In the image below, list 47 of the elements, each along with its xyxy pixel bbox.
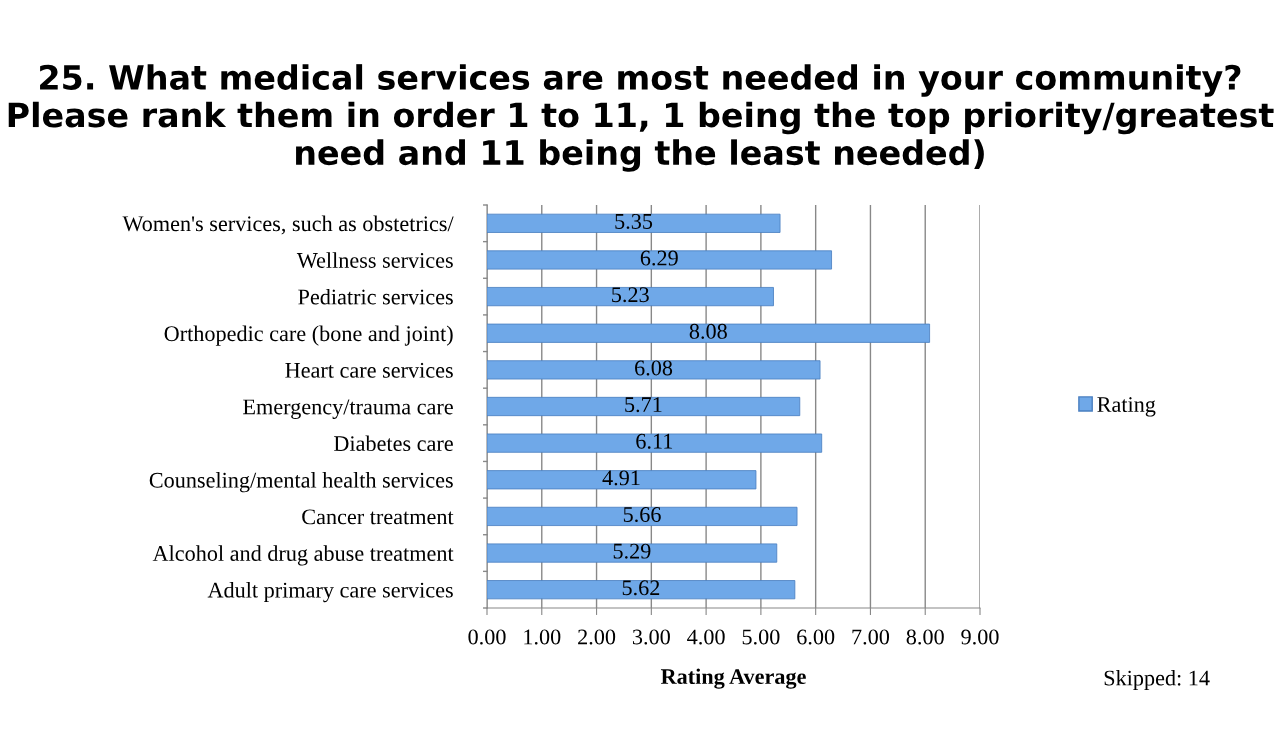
y-tick-label: Diabetes care: [334, 435, 453, 452]
x-tick-label: 4.00: [687, 629, 725, 645]
data-label: 4.91: [602, 470, 640, 486]
x-tick-label: 2.00: [578, 629, 616, 645]
data-label: 6.11: [636, 433, 673, 449]
legend-label: Rating: [1097, 397, 1156, 417]
data-label: 5.71: [625, 397, 662, 413]
bar: [487, 470, 757, 490]
bar: [487, 250, 832, 270]
y-tick-label: Counseling/mental health services: [149, 472, 453, 493]
bar: [487, 580, 796, 600]
data-label: 8.08: [689, 323, 727, 339]
x-tick-label: 6.00: [797, 629, 835, 645]
y-tick-label: Women's services, such as obstetrics/: [122, 215, 454, 235]
data-label: 5.23: [612, 287, 649, 303]
bar: [487, 433, 823, 453]
y-tick-label: Pediatric services: [298, 288, 453, 305]
bar: [487, 506, 798, 526]
x-tick-label: 0.00: [468, 629, 506, 645]
x-tick-label: 1.00: [524, 629, 561, 645]
text: Skipped: 14: [1104, 669, 1210, 691]
y-tick-label: Orthopedic care (bone and joint): [164, 325, 453, 346]
x-tick-label: 5.00: [742, 629, 780, 645]
data-label: 5.35: [615, 213, 653, 229]
bar: [487, 287, 774, 307]
chart-title: 25. What medical services are most needed in your community? Please rank them in order 1 to 11, 1 being the top priority/greatest need and 11 being the least needed): [8, 64, 1274, 172]
x-axis-title: Rating Average: [660, 668, 806, 689]
x-tick-label: 3.00: [632, 629, 670, 645]
x-tick-label: 8.00: [906, 629, 944, 645]
bar: [487, 360, 821, 380]
bar: [487, 543, 778, 563]
data-label: 5.62: [622, 580, 660, 596]
bar: [487, 323, 931, 343]
data-label: 6.29: [640, 250, 678, 266]
y-tick-label: Adult primary care services: [207, 581, 453, 603]
y-tick-label: Wellness services: [296, 252, 453, 268]
y-tick-label: Emergency/trauma care: [243, 399, 453, 419]
data-label: 5.29: [613, 543, 651, 559]
x-tick-label: 7.00: [852, 629, 890, 645]
y-tick-label: Alcohol and drug abuse treatment: [152, 545, 454, 566]
data-label: 6.08: [635, 360, 673, 376]
data-label: 5.66: [623, 507, 661, 523]
bar: [487, 213, 781, 233]
y-tick-label: Cancer treatment: [302, 509, 454, 525]
bar: [487, 396, 801, 417]
y-tick-label: Heart care services: [285, 362, 453, 378]
x-tick-label: 9.00: [961, 629, 999, 645]
